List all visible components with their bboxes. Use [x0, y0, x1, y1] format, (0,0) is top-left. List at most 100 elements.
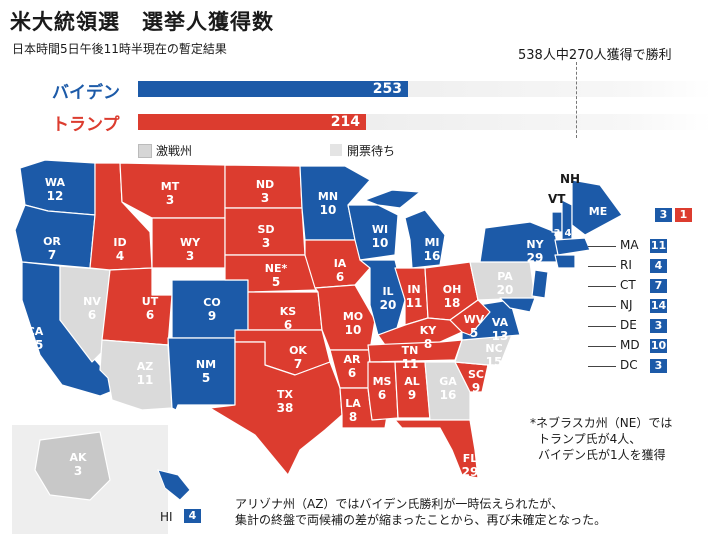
- small-state-leader-line: [588, 346, 616, 347]
- state-abbr-co: CO: [203, 296, 220, 309]
- state-abbr-fl: FL: [463, 452, 478, 465]
- state-abbr-il: IL: [382, 285, 393, 298]
- state-abbr-wa: WA: [45, 176, 66, 189]
- small-state-leader-line: [588, 246, 616, 247]
- ak-hi-inset: [12, 425, 191, 534]
- state-abbr-sc: SC: [468, 368, 484, 381]
- hi-label: HI: [160, 510, 173, 524]
- state-ga: [424, 361, 471, 421]
- chart-subtitle: 日本時間5日午後11時半現在の暫定結果: [12, 42, 227, 56]
- state-mi-upper: [364, 189, 421, 209]
- state-abbr-id: ID: [113, 236, 126, 249]
- chart-title: 米大統領選 選挙人獲得数: [10, 10, 274, 34]
- state-abbr-me: ME: [589, 205, 607, 218]
- state-hi: [157, 469, 191, 501]
- battleground-swatch: [138, 144, 152, 158]
- small-state-leader-line: [588, 366, 616, 367]
- state-mi: [404, 209, 446, 269]
- state-ev-mn: 10: [320, 203, 337, 217]
- small-state-ev: 14: [650, 299, 667, 313]
- state-abbr-ga: GA: [439, 375, 457, 388]
- me-trump-ev: 1: [675, 208, 692, 222]
- state-ev-nc: 15: [486, 355, 503, 369]
- state-ev-wi: 10: [372, 236, 389, 250]
- small-state-ev: 4: [650, 259, 667, 273]
- state-ev-nd: 3: [261, 191, 269, 205]
- biden-bar-fill: 253: [138, 81, 408, 97]
- state-ak: [34, 431, 111, 501]
- state-ev-la: 8: [349, 410, 357, 424]
- state-abbr-ca: CA: [27, 325, 44, 338]
- az-note-line: アリゾナ州（AZ）ではバイデン氏勝利が一時伝えられたが、: [235, 497, 564, 511]
- biden-bar-track: 253: [138, 81, 712, 97]
- state-ev-wv: 5: [470, 326, 478, 340]
- state-abbr-mo: MO: [343, 310, 363, 323]
- small-state-leader-line: [588, 326, 616, 327]
- state-ev-mt: 3: [166, 193, 174, 207]
- state-ev-ny: 29: [527, 251, 544, 265]
- state-abbr-sd: SD: [257, 223, 274, 236]
- state-ev-co: 9: [208, 309, 216, 323]
- state-wv: [449, 299, 491, 336]
- state-abbr-va: VA: [492, 316, 509, 329]
- trump-label: トランプ: [52, 115, 120, 135]
- state-abbr-ia: IA: [334, 257, 347, 270]
- me-biden-ev: 3: [655, 208, 672, 222]
- state-abbr-nc: NC: [485, 342, 502, 355]
- state-abbr-wi: WI: [372, 223, 388, 236]
- state-ev-in: 11: [406, 296, 423, 310]
- hi-ev-box: 4: [184, 509, 201, 523]
- state-ev-ar: 6: [348, 366, 356, 380]
- state-abbr-tn: TN: [402, 344, 419, 357]
- state-ev-ia: 6: [336, 270, 344, 284]
- state-abbr-ut: UT: [142, 295, 159, 308]
- small-state-ev: 7: [650, 279, 667, 293]
- state-ev-ky: 8: [424, 337, 432, 351]
- state-ma: [554, 237, 591, 256]
- small-state-ev: 3: [650, 319, 667, 333]
- ne-note-line: バイデン氏が1人を獲得: [538, 448, 666, 462]
- state-me: [571, 179, 623, 236]
- small-state-label: MD: [620, 338, 640, 352]
- state-ev-ne: 5: [272, 275, 280, 289]
- small-state-label: NJ: [620, 298, 633, 312]
- small-state-label: CT: [620, 278, 636, 292]
- state-abbr-wy: WY: [180, 236, 201, 249]
- state-ev-tx: 38: [277, 401, 294, 415]
- state-ev-wa: 12: [47, 189, 64, 203]
- counting-legend-label: 開票待ち: [347, 144, 396, 158]
- state-ev-nm: 5: [202, 371, 210, 385]
- ne-note: *ネブラスカ州（NE）では トランプ氏が4人、 バイデン氏が1人を獲得: [530, 415, 672, 463]
- state-fl: [394, 419, 479, 479]
- state-ev-ks: 6: [284, 318, 292, 332]
- state-abbr-ms: MS: [373, 375, 392, 388]
- state-abbr-mi: MI: [424, 236, 439, 249]
- state-ev-ga: 16: [440, 388, 457, 402]
- small-state-label: MA: [620, 238, 639, 252]
- state-ev-il: 20: [380, 298, 397, 312]
- state-abbr-al: AL: [404, 375, 420, 388]
- state-tx: [209, 341, 343, 476]
- state-abbr-ks: KS: [280, 305, 297, 318]
- small-state-label: RI: [620, 258, 632, 272]
- az-note-line: 集計の終盤で両候補の差が縮まったことから、再び未確定となった。: [235, 513, 607, 527]
- state-abbr-ar: AR: [344, 353, 362, 366]
- biden-label: バイデン: [52, 83, 120, 103]
- state-abbr-ky: KY: [420, 324, 438, 337]
- state-abbr-nd: ND: [256, 178, 274, 191]
- small-state-ev: 10: [650, 339, 667, 353]
- small-state-leader-line: [588, 286, 616, 287]
- state-abbr-or: OR: [43, 235, 61, 248]
- state-ev-ca: 55: [27, 338, 44, 352]
- small-state-leader-line: [588, 306, 616, 307]
- state-ev-sd: 3: [262, 236, 270, 250]
- state-ev-ut: 6: [146, 308, 154, 322]
- small-state-label: DE: [620, 318, 637, 332]
- battleground-legend-label: 激戦州: [156, 144, 193, 158]
- counting-swatch: [330, 144, 342, 156]
- state-ev-ok: 7: [294, 357, 302, 371]
- state-ct: [554, 254, 576, 269]
- state-abbr-wv: WV: [464, 313, 485, 326]
- ne-note-line: トランプ氏が4人、: [538, 432, 642, 446]
